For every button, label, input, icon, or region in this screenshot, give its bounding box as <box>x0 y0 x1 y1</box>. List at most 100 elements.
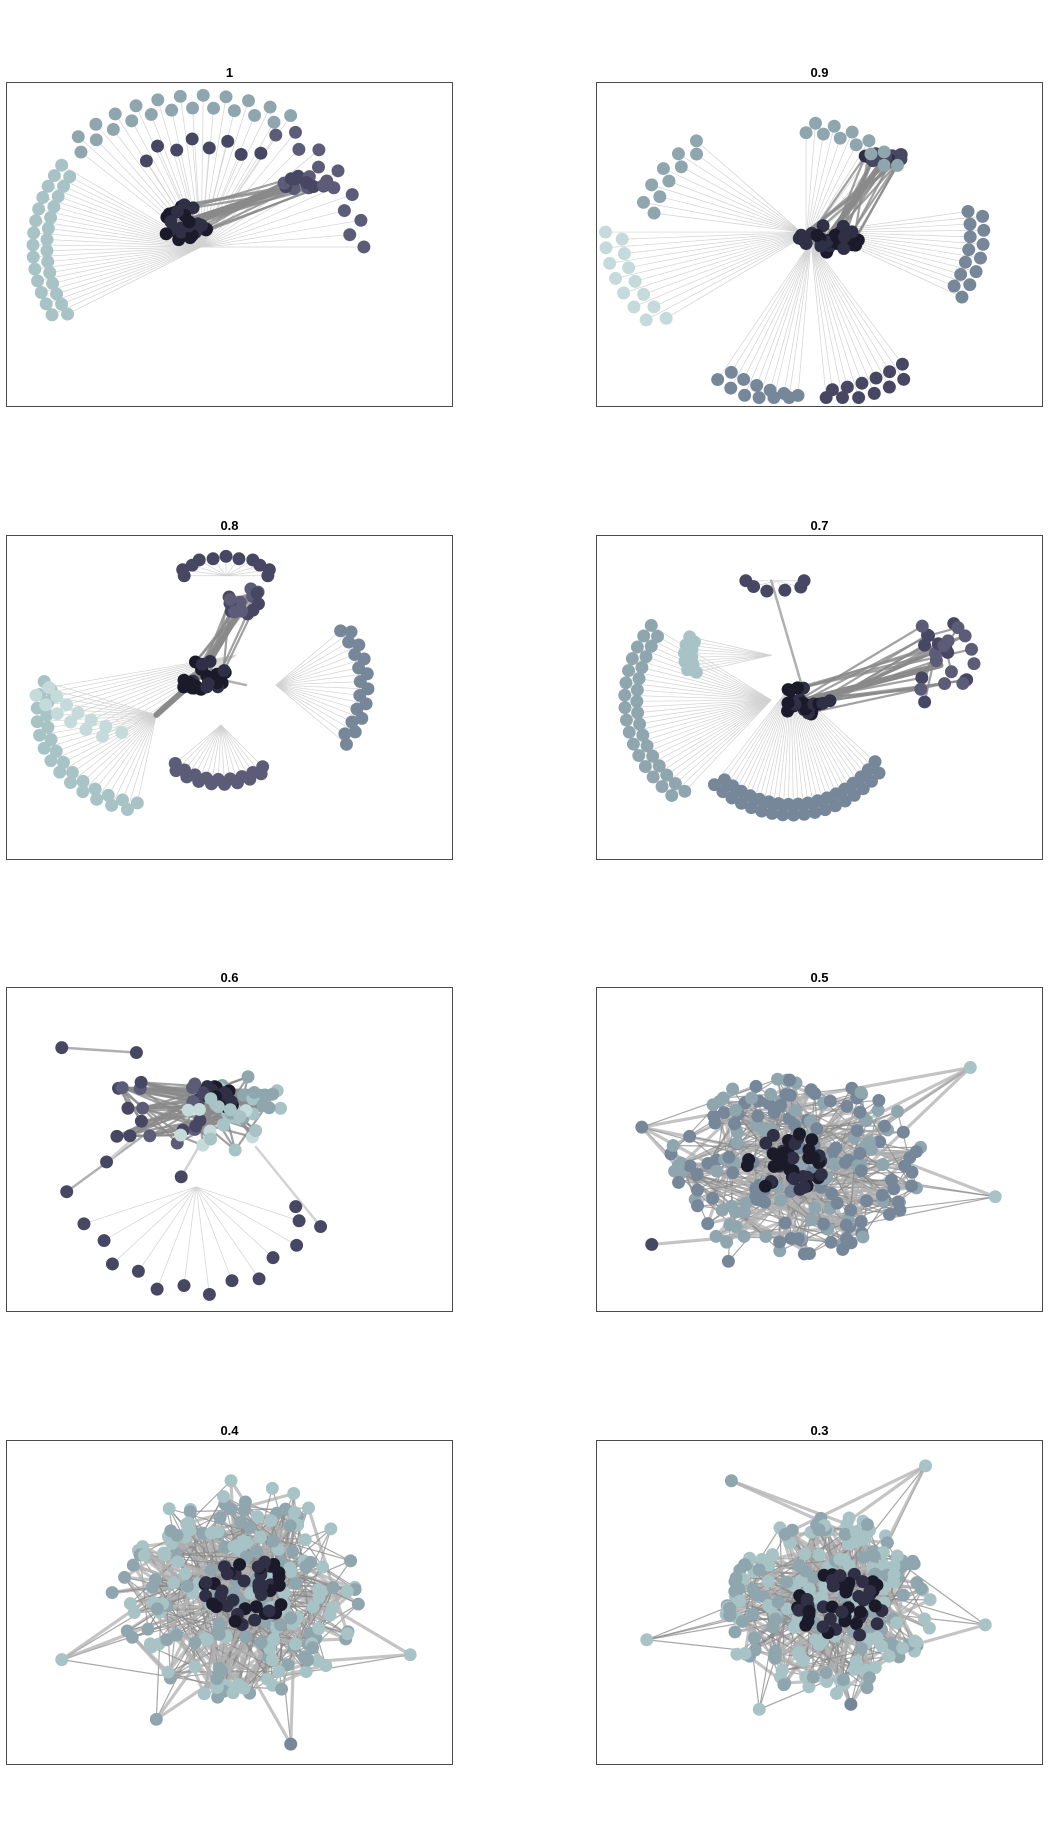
network-plot-box <box>6 82 453 407</box>
network-node <box>598 225 612 239</box>
panel-title: 0.7 <box>810 518 829 533</box>
network-plot-box <box>596 987 1043 1312</box>
network-node <box>830 1686 843 1700</box>
network-edge <box>39 714 157 736</box>
network-node <box>877 158 891 172</box>
network-node <box>730 1647 744 1661</box>
network-edge <box>61 246 202 305</box>
network-edge <box>220 724 231 780</box>
network-node <box>848 1662 862 1676</box>
network-node <box>144 107 158 121</box>
network-edge <box>691 654 772 658</box>
network-edge <box>773 241 812 398</box>
network-edge <box>629 699 772 733</box>
network-edge <box>849 1196 996 1228</box>
network-node <box>317 178 330 192</box>
network-node <box>262 1101 276 1115</box>
network-edge <box>646 231 812 321</box>
network-node <box>875 1188 889 1202</box>
network-node <box>267 115 281 129</box>
network-node <box>26 238 40 252</box>
network-node <box>852 1589 866 1603</box>
network-node <box>227 104 241 118</box>
network-plot <box>598 116 991 405</box>
network-node <box>632 749 646 763</box>
network-node <box>635 661 649 674</box>
network-node <box>877 1558 890 1572</box>
network-node <box>403 1648 417 1662</box>
network-node <box>878 1119 891 1133</box>
network-node <box>200 1633 214 1646</box>
network-node <box>306 1641 320 1655</box>
network-edge <box>638 699 772 756</box>
network-node <box>197 1687 211 1701</box>
network-node <box>890 1549 904 1563</box>
network-node <box>40 233 54 246</box>
network-node <box>186 1081 200 1095</box>
network-node <box>44 733 58 746</box>
network-edge <box>94 714 157 790</box>
network-plot <box>635 1061 1002 1268</box>
network-edge <box>103 1186 197 1241</box>
network-edge <box>47 239 202 248</box>
network-node <box>302 1501 316 1515</box>
network-node <box>161 1665 175 1679</box>
network-edge <box>136 714 157 804</box>
network-edge <box>693 654 772 666</box>
network-edge <box>37 246 202 282</box>
network-edge <box>105 654 237 728</box>
network-node <box>622 664 636 678</box>
network-node <box>887 1182 901 1196</box>
network-node <box>125 1630 139 1644</box>
network-edge <box>211 724 222 784</box>
network-node <box>908 1634 922 1648</box>
network-node <box>89 133 103 147</box>
network-node <box>639 650 653 664</box>
network-node <box>41 222 55 235</box>
network-node <box>216 1118 230 1132</box>
network-node <box>750 378 764 392</box>
network-edge <box>675 699 772 784</box>
network-node <box>891 1104 905 1118</box>
network-node <box>618 701 632 715</box>
panel-title: 0.3 <box>810 1423 829 1438</box>
network-edge <box>275 684 358 710</box>
network-node <box>773 1235 787 1249</box>
network-edge <box>275 684 362 719</box>
network-node <box>150 1282 164 1296</box>
network-edge <box>637 699 772 714</box>
network-node <box>619 713 633 727</box>
network-edge <box>166 1595 207 1673</box>
network-node <box>774 1193 788 1207</box>
network-node <box>659 311 673 325</box>
network-node <box>799 1618 813 1632</box>
network-node <box>202 1287 216 1301</box>
network-edge <box>51 246 202 316</box>
network-node <box>707 778 721 792</box>
network-node <box>121 1101 135 1115</box>
network-node <box>258 1088 272 1102</box>
network-node <box>340 737 353 751</box>
network-edge <box>678 153 802 233</box>
network-node <box>706 1098 720 1112</box>
network-node <box>134 1114 148 1128</box>
network-node <box>143 1129 157 1143</box>
network-node <box>120 803 134 816</box>
network-edge <box>275 684 346 735</box>
network-node <box>655 780 669 794</box>
network-node <box>869 371 883 385</box>
network-edge <box>769 241 812 391</box>
network-edge <box>34 246 202 270</box>
network-edge <box>275 684 353 723</box>
network-edge <box>810 241 863 384</box>
network-node <box>644 639 658 653</box>
network-node <box>628 274 642 288</box>
network-node <box>829 1141 843 1155</box>
network-node <box>819 391 833 405</box>
network-node <box>292 142 306 156</box>
network-edge <box>275 684 368 690</box>
panel-title: 0.9 <box>810 65 829 80</box>
network-node <box>855 376 869 390</box>
network-node <box>766 1548 779 1562</box>
network-node <box>723 1218 737 1232</box>
